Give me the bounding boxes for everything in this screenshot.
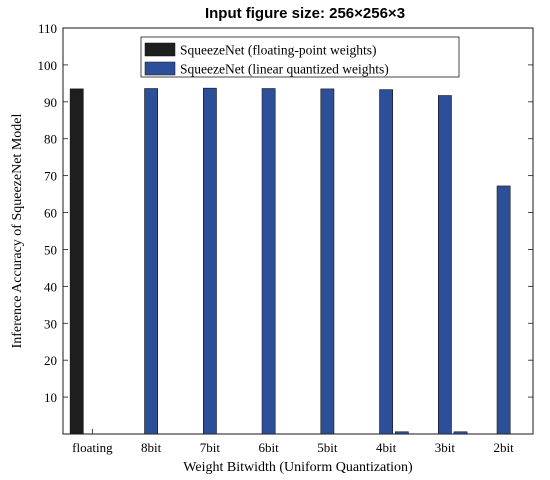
x-tick-label: 3bit [435, 440, 456, 455]
y-tick-label: 10 [44, 390, 57, 405]
y-tick-label: 110 [38, 21, 57, 36]
y-tick-label: 40 [44, 279, 57, 294]
legend-entry: SqueezeNet (floating-point weights) [180, 43, 376, 58]
bar [437, 95, 452, 435]
legend-swatch [144, 42, 176, 57]
x-axis: floating 8bit 7bit 6bit 5bit 4bit 3bit 2bit [72, 429, 514, 455]
bar [202, 87, 217, 435]
bar [69, 88, 84, 435]
bar [261, 88, 276, 435]
x-tick-label: 6bit [259, 440, 280, 455]
y-tick-label: 70 [44, 169, 57, 184]
y-tick-label: 100 [38, 58, 58, 73]
bar [496, 185, 511, 435]
bar [320, 88, 335, 435]
bars-group [69, 87, 511, 435]
y-tick-label: 90 [44, 95, 57, 110]
y-tick-label: 30 [44, 316, 57, 331]
bar [379, 89, 394, 435]
y-tick-label: 80 [44, 132, 57, 147]
legend-box [140, 36, 460, 78]
y-axis-label: Inference Accuracy of SqueezeNet Model [10, 114, 25, 349]
x-tick-label: 2bit [494, 440, 515, 455]
x-tick-label: floating [72, 440, 113, 455]
x-tick-label: 5bit [317, 440, 338, 455]
bar [394, 431, 409, 435]
y-tick-label: 60 [44, 206, 57, 221]
x-axis-label: Weight Bitwidth (Uniform Quantization) [183, 460, 413, 475]
legend-entry: SqueezeNet (linear quantized weights) [180, 62, 389, 77]
x-tick-label: 7bit [200, 440, 221, 455]
x-tick-label: 4bit [376, 440, 397, 455]
chart-title: Input figure size: 256×256×3 [205, 5, 405, 22]
y-tick-label: 20 [44, 353, 57, 368]
bar [144, 88, 159, 435]
x-tick-label: 8bit [141, 440, 162, 455]
legend-swatch [144, 61, 176, 76]
y-axis: 10 20 30 40 50 60 70 80 90 100 110 [38, 21, 533, 405]
legend: SqueezeNet (floating-point weights) Squee… [140, 36, 460, 78]
y-tick-label: 50 [44, 242, 57, 257]
plot-area [62, 27, 534, 435]
bar [453, 431, 468, 435]
